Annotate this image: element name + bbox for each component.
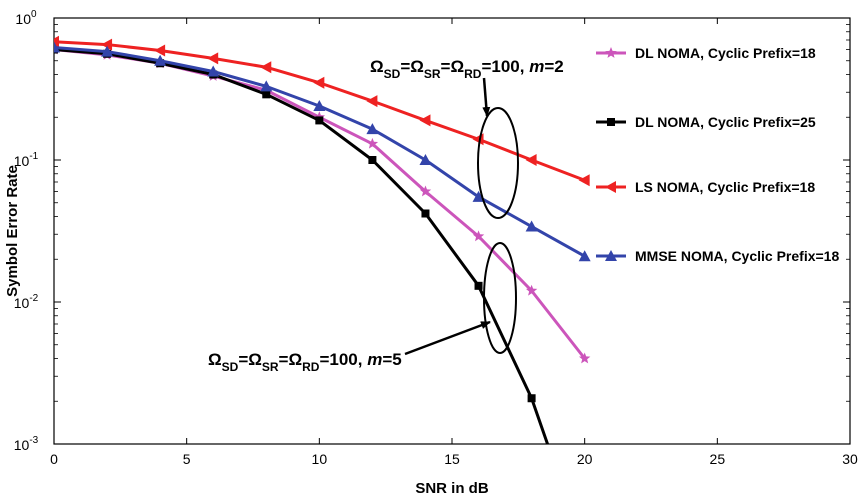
data-point: [421, 209, 430, 218]
annotation-arrow-m5: [404, 320, 491, 356]
x-tick-label: 0: [50, 451, 58, 467]
y-tick-exponent: 0: [31, 9, 37, 20]
series-2: [54, 35, 590, 187]
data-point: [578, 174, 590, 187]
data-point: [525, 154, 537, 166]
annotation-text-part: =Ω: [441, 57, 465, 76]
plot-area: [53, 17, 851, 445]
annotation-subscript: SD: [222, 360, 239, 374]
y-tick-base: 10: [15, 11, 31, 27]
annotation-text-part: Ω: [370, 57, 384, 76]
legend-label: DL NOMA, Cyclic Prefix=25: [635, 114, 816, 130]
y-tick-exponent: -2: [29, 293, 38, 304]
x-tick-label: 10: [312, 451, 328, 467]
y-tick-base: 10: [14, 153, 30, 169]
legend-item: MMSE NOMA, Cyclic Prefix=18: [596, 248, 839, 264]
annotation-ellipse-m5: [483, 242, 517, 354]
annotation-subscript: SR: [262, 360, 279, 374]
annotation-subscript: RD: [302, 360, 320, 374]
data-point: [419, 114, 431, 127]
y-tick-label: 10-3: [14, 435, 39, 453]
annotation-text-part: m: [529, 57, 544, 76]
legend-item: DL NOMA, Cyclic Prefix=18: [596, 45, 816, 61]
data-point: [313, 100, 326, 112]
annotation-text-part: =Ω: [238, 350, 262, 369]
data-point: [472, 230, 485, 242]
data-point: [525, 220, 538, 232]
data-point: [419, 154, 432, 165]
data-point: [419, 185, 432, 197]
annotation-subscript: SR: [424, 67, 441, 81]
annotation-ellipse-m2: [477, 107, 519, 219]
y-tick-label: 10-2: [14, 293, 39, 311]
legend-marker: [605, 250, 617, 261]
data-point: [101, 45, 114, 57]
series-layer: [54, 35, 591, 444]
data-point: [207, 65, 220, 77]
data-point: [368, 156, 377, 164]
annotation-text-part: m: [367, 350, 382, 369]
annotation-text-part: =100,: [319, 350, 367, 369]
annotation-text-part: =2: [544, 57, 563, 76]
y-axis-label: Symbol Error Rate: [4, 165, 21, 297]
y-tick-base: 10: [14, 437, 30, 453]
annotation-m5: ΩSD=ΩSR=ΩRD=100, m=5: [208, 350, 402, 374]
legend: DL NOMA, Cyclic Prefix=18 DL NOMA, Cyclic…: [596, 45, 839, 264]
annotation-text-part: =Ω: [279, 350, 303, 369]
data-point: [315, 116, 324, 125]
data-point: [101, 38, 113, 51]
x-tick-label: 25: [710, 451, 726, 467]
data-point: [154, 54, 167, 66]
data-point: [366, 123, 379, 135]
data-point: [366, 95, 378, 108]
annotation-arrow-m2: [482, 77, 491, 117]
annotation-shapes: [404, 77, 519, 356]
series-3: [54, 41, 591, 262]
annotation-text-part: =Ω: [400, 57, 424, 76]
x-axis: 0 5 10 15 20 25 30: [50, 18, 858, 467]
annotation-text-part: =100,: [481, 57, 529, 76]
annotation-text-part: =5: [382, 350, 401, 369]
legend-marker: [607, 118, 615, 126]
x-axis-label: SNR in dB: [415, 480, 488, 497]
data-point: [578, 250, 591, 262]
data-point: [527, 394, 536, 403]
legend-marker: [605, 47, 617, 58]
legend-item: DL NOMA, Cyclic Prefix=25: [596, 114, 816, 130]
y-tick-exponent: -3: [29, 435, 38, 446]
annotation-m2: ΩSD=ΩSR=ΩRD=100, m=2: [370, 57, 564, 81]
y-tick-label: 10-1: [14, 151, 39, 169]
legend-label: LS NOMA, Cyclic Prefix=18: [635, 179, 815, 195]
y-tick-exponent: -1: [29, 151, 38, 162]
data-point: [262, 90, 271, 99]
annotation-subscript: SD: [384, 67, 401, 81]
annotation-subscript: RD: [464, 67, 482, 81]
legend-item: LS NOMA, Cyclic Prefix=18: [596, 179, 815, 195]
data-point: [260, 80, 273, 92]
legend-label: MMSE NOMA, Cyclic Prefix=18: [635, 248, 839, 264]
x-tick-label: 30: [842, 451, 858, 467]
y-tick-base: 10: [14, 295, 30, 311]
data-point: [207, 52, 219, 65]
data-point: [472, 190, 485, 202]
data-point: [313, 76, 325, 89]
x-tick-label: 15: [444, 451, 460, 467]
x-tick-label: 5: [183, 451, 191, 467]
data-point: [525, 284, 538, 296]
legend-marker: [605, 181, 616, 193]
y-tick-label: 100: [15, 9, 37, 27]
legend-label: DL NOMA, Cyclic Prefix=18: [635, 45, 816, 61]
data-point: [474, 281, 483, 290]
data-point: [54, 41, 60, 53]
data-point: [366, 137, 379, 149]
data-point: [154, 44, 166, 57]
data-point: [260, 61, 272, 74]
annotation-text-part: Ω: [208, 350, 222, 369]
x-tick-label: 20: [577, 451, 593, 467]
data-point: [578, 352, 591, 364]
